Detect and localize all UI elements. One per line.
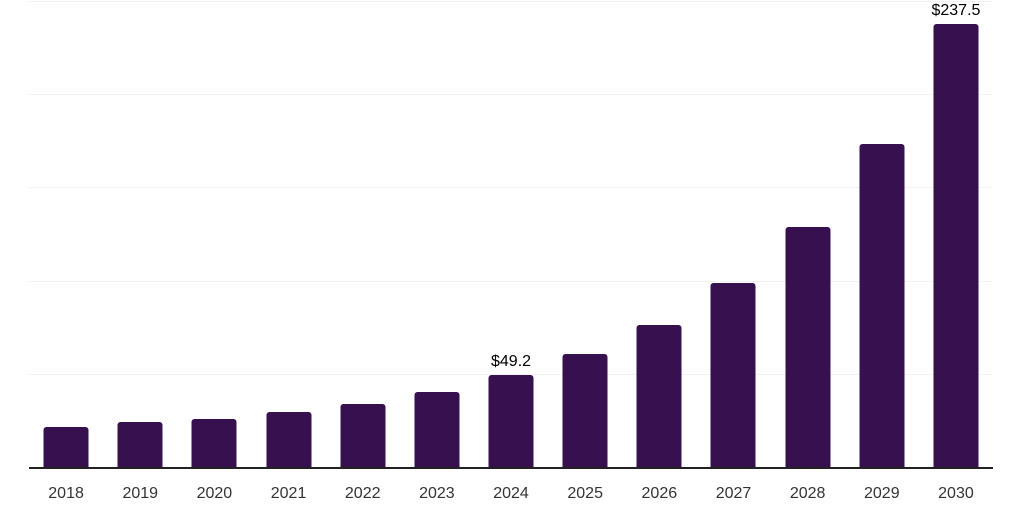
bar-2027	[710, 282, 756, 467]
gridline-150	[29, 187, 993, 189]
x-axis-labels: 2018 2019 2020 2021 2022 2023 2024 2025 2026 2027…	[29, 484, 993, 503]
plot-area: $49.2 $237.5	[29, 0, 993, 467]
bar-group-2026	[622, 0, 696, 467]
gridline-250	[29, 1, 993, 2]
bar-group-2024: $49.2	[474, 0, 548, 467]
bar-group-2020	[177, 0, 251, 467]
bar-2018	[43, 426, 89, 467]
gridline-50	[29, 373, 993, 375]
x-axis-label-2022: 2022	[344, 485, 381, 502]
bar-group-2029	[845, 0, 919, 467]
x-axis-label-2024: 2024	[493, 485, 529, 502]
bar-group-2018	[29, 0, 103, 467]
gridline-100	[29, 280, 993, 282]
x-axis-label-2020: 2020	[196, 485, 233, 502]
bar-group-2027	[696, 0, 770, 467]
bar-group-2022	[326, 0, 400, 467]
bar-2019	[117, 422, 163, 467]
x-axis-label-2026: 2026	[641, 485, 678, 502]
bar-value-label-2030: $237.5	[931, 2, 981, 20]
x-axis-label-2025: 2025	[567, 485, 603, 502]
x-axis-label-2023: 2023	[419, 485, 455, 502]
bar-group-2023	[400, 0, 474, 467]
bar-group-2019	[103, 0, 177, 467]
x-axis-line	[29, 467, 993, 469]
bar-2023	[414, 392, 460, 467]
bar-2026	[636, 324, 682, 467]
bar-2020	[191, 419, 237, 467]
x-axis-label-2027: 2027	[715, 485, 752, 502]
x-axis-label-2030: 2030	[938, 485, 974, 502]
bar-2022	[340, 404, 386, 467]
bar-2028	[785, 226, 831, 467]
bar-group-2028	[771, 0, 845, 467]
x-axis-label-2029: 2029	[864, 485, 900, 502]
x-axis-label-2021: 2021	[270, 485, 307, 502]
x-axis-label-2028: 2028	[789, 485, 826, 502]
bar-2021	[266, 412, 312, 467]
x-axis-label-2018: 2018	[48, 485, 84, 502]
gridline-200	[29, 94, 993, 96]
bar-2029	[859, 143, 905, 467]
x-axis-label-2019: 2019	[122, 485, 159, 502]
bar-group-2025	[548, 0, 622, 467]
bar-2025	[562, 354, 608, 467]
bar-2024	[488, 375, 534, 467]
bar-group-2021	[251, 0, 325, 467]
bar-2030	[933, 24, 979, 467]
bar-value-label-2024: $49.2	[490, 353, 532, 371]
bar-group-2030: $237.5	[919, 0, 993, 467]
